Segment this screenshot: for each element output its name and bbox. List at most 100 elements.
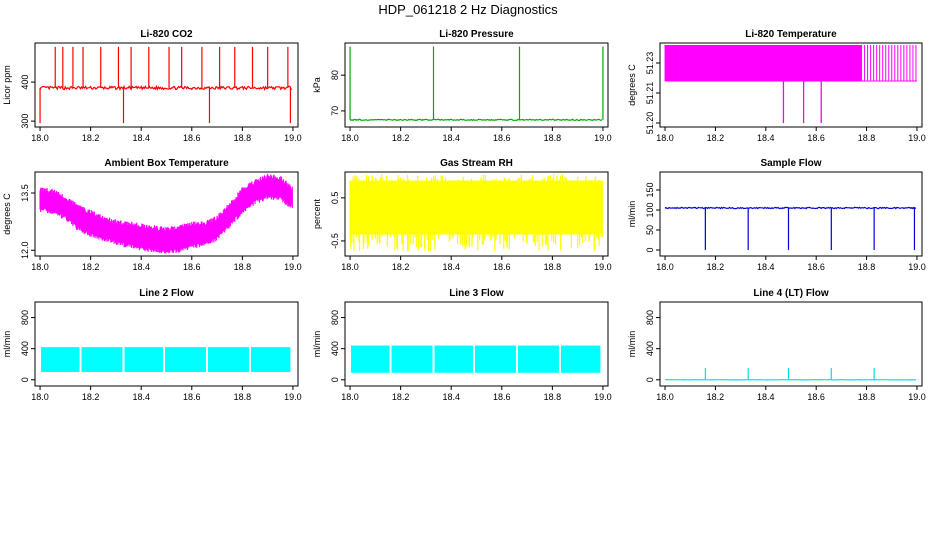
x-tick-label: 18.0 <box>656 392 674 402</box>
flow-block-1 <box>81 347 123 372</box>
x-tick-label: 18.2 <box>707 392 725 402</box>
flow-block-5 <box>560 345 601 373</box>
y-tick-label: 51.20 <box>645 112 655 135</box>
flow-block-5 <box>250 347 291 372</box>
x-tick-label: 18.8 <box>234 392 252 402</box>
x-tick-label: 18.8 <box>544 133 562 143</box>
y-tick-label: 800 <box>330 310 340 325</box>
x-tick-label: 18.2 <box>707 133 725 143</box>
panel-title: Li-820 Temperature <box>745 29 837 40</box>
y-axis-label: degrees C <box>627 64 637 106</box>
x-tick-label: 18.2 <box>392 133 410 143</box>
y-axis-label: ml/min <box>627 201 637 228</box>
x-tick-label: 18.4 <box>442 133 460 143</box>
x-tick-label: 18.2 <box>392 262 410 272</box>
x-tick-label: 18.4 <box>757 392 775 402</box>
x-tick-label: 18.2 <box>82 262 100 272</box>
panel-title: Sample Flow <box>760 158 821 169</box>
data-pressure <box>349 46 604 122</box>
x-tick-label: 18.4 <box>132 262 150 272</box>
panel-title: Li-820 Pressure <box>439 29 514 40</box>
x-tick-label: 18.0 <box>31 392 49 402</box>
x-tick-label: 18.0 <box>341 133 359 143</box>
x-tick-label: 18.6 <box>183 262 201 272</box>
y-axis-label: Licor ppm <box>2 65 12 105</box>
panel-title: Gas Stream RH <box>440 158 513 169</box>
x-tick-label: 19.0 <box>284 133 302 143</box>
plot-frame <box>344 301 609 387</box>
y-tick-label: 0 <box>330 377 340 382</box>
data-rh <box>349 174 603 252</box>
y-tick-label: 800 <box>645 310 655 325</box>
y-axis-label: kPa <box>312 77 322 93</box>
figure-title: HDP_061218 2 Hz Diagnostics <box>378 2 558 17</box>
x-tick-label: 18.6 <box>183 392 201 402</box>
plot-frame <box>34 42 299 128</box>
flow-block-3 <box>164 347 206 372</box>
panel-title: Line 4 (LT) Flow <box>753 288 829 299</box>
y-tick-label: 70 <box>330 106 340 116</box>
x-tick-label: 18.6 <box>493 392 511 402</box>
x-tick-label: 19.0 <box>284 262 302 272</box>
panel-title: Line 3 Flow <box>449 288 504 299</box>
y-axis-label: ml/min <box>2 331 12 358</box>
series-line <box>39 84 293 92</box>
y-tick-label: 0 <box>20 377 30 382</box>
y-tick-label: 12.0 <box>20 242 30 260</box>
x-tick-label: 18.8 <box>858 262 876 272</box>
flow-block-2 <box>434 345 473 373</box>
x-tick-label: 18.4 <box>757 262 775 272</box>
flow-block-0 <box>351 345 390 373</box>
x-tick-label: 18.2 <box>392 392 410 402</box>
series-line <box>664 206 916 210</box>
data-co2 <box>39 46 293 124</box>
flow-block-4 <box>207 347 249 372</box>
x-tick-label: 18.2 <box>707 262 725 272</box>
chart-panels: 18.0 18.2 18.4 18.6 18.8 19.0 300 400 Li-820 CO2… <box>2 29 926 402</box>
y-tick-label: 400 <box>645 341 655 356</box>
x-tick-label: 19.0 <box>908 133 926 143</box>
panel-title: Line 2 Flow <box>139 288 194 299</box>
x-tick-label: 18.6 <box>493 133 511 143</box>
chart-box-temp: 18.0 18.2 18.4 18.6 18.8 19.0 12.0 13.5 Ambient … <box>2 158 302 272</box>
y-tick-label: 0 <box>645 377 655 382</box>
x-tick-label: 18.4 <box>442 392 460 402</box>
x-tick-label: 18.8 <box>234 133 252 143</box>
x-tick-label: 18.0 <box>31 262 49 272</box>
y-tick-label: 51.23 <box>645 52 655 75</box>
x-tick-label: 19.0 <box>594 392 612 402</box>
plot-frame <box>34 301 299 387</box>
y-axis-label: ml/min <box>627 331 637 358</box>
y-axis-label: ml/min <box>312 331 322 358</box>
data-box-temp <box>39 173 293 254</box>
x-tick-label: 18.4 <box>132 392 150 402</box>
x-tick-label: 18.6 <box>807 392 825 402</box>
x-tick-label: 19.0 <box>594 262 612 272</box>
chart-licor-temp: 18.0 18.2 18.4 18.6 18.8 19.0 51.20 51.21 51.23 L… <box>627 29 926 143</box>
x-tick-label: 18.0 <box>656 133 674 143</box>
x-tick-label: 18.6 <box>493 262 511 272</box>
y-tick-label: 13.5 <box>20 184 30 202</box>
plot-frame <box>659 42 923 128</box>
y-tick-label: 400 <box>330 341 340 356</box>
panel-title: Li-820 CO2 <box>140 29 193 40</box>
x-tick-label: 18.8 <box>544 392 562 402</box>
flow-block-4 <box>517 345 559 373</box>
x-tick-label: 19.0 <box>908 392 926 402</box>
data-line3-flow <box>351 345 601 373</box>
chart-line2-flow: 18.0 18.2 18.4 18.6 18.8 19.0 0 400 800 Line 2 Fl… <box>2 288 302 402</box>
flow-block-1 <box>391 345 433 373</box>
chart-line4-flow: 18.0 18.2 18.4 18.6 18.8 19.0 0 400 800 Line 4 (L… <box>627 288 926 402</box>
chart-co2: 18.0 18.2 18.4 18.6 18.8 19.0 300 400 Li-820 CO2… <box>2 29 302 143</box>
plot-frame <box>344 171 609 257</box>
y-tick-label: 100 <box>645 202 655 217</box>
chart-rh: 18.0 18.2 18.4 18.6 18.8 19.0 -0.5 0.5 Gas Strea… <box>312 158 612 272</box>
y-tick-label: 400 <box>20 75 30 90</box>
plot-frame <box>34 171 299 257</box>
x-tick-label: 18.0 <box>656 262 674 272</box>
y-tick-label: 80 <box>330 70 340 80</box>
x-tick-label: 18.8 <box>858 133 876 143</box>
x-tick-label: 18.8 <box>234 262 252 272</box>
y-tick-label: 0 <box>645 247 655 252</box>
